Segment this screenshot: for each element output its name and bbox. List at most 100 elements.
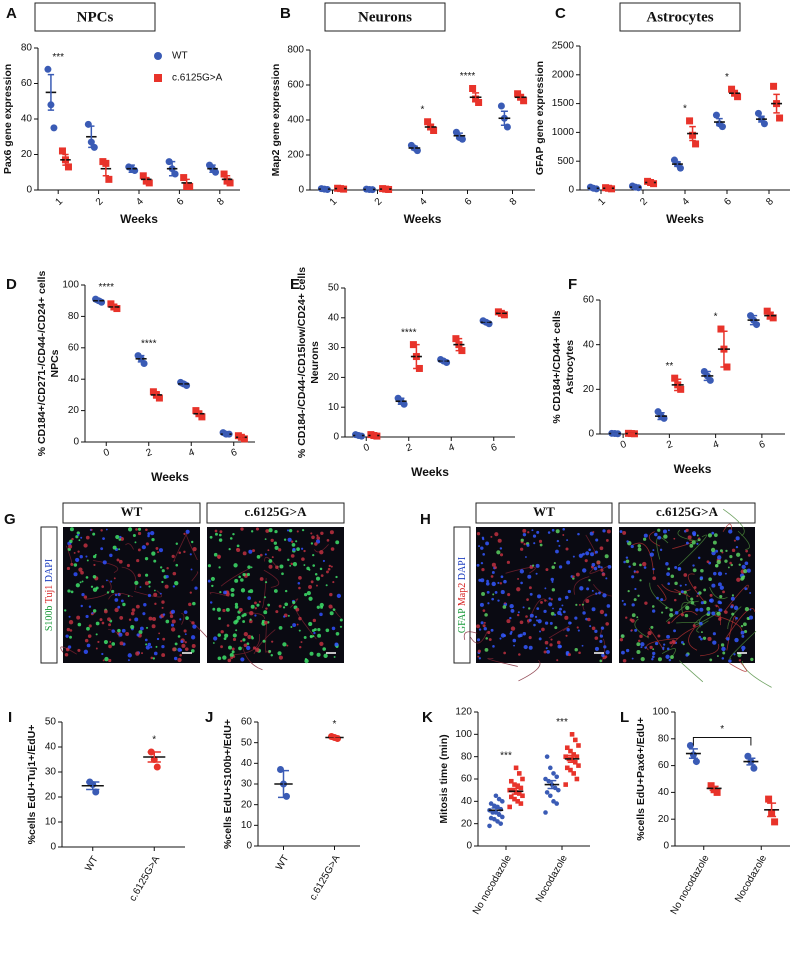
y-tick-label: 2500 [552, 41, 575, 52]
cell [90, 528, 93, 531]
cell [599, 546, 604, 551]
cell [159, 592, 162, 595]
cell [209, 535, 213, 539]
cell [477, 649, 481, 653]
data-point [510, 787, 516, 793]
cell [499, 553, 504, 557]
x-tick-label: No nocodazole [471, 853, 514, 917]
y-tick-label: 20 [583, 384, 595, 395]
cell [319, 567, 323, 571]
cell [487, 602, 490, 605]
x-axis-label: Weeks [120, 212, 158, 226]
cell [677, 567, 682, 571]
data-point [713, 788, 721, 796]
cell [179, 654, 182, 657]
y-tick-label: 30 [45, 767, 57, 778]
data-point [508, 794, 514, 800]
cell [95, 621, 100, 626]
cell [271, 556, 274, 559]
data-point [496, 796, 502, 802]
cell [230, 587, 235, 592]
cell [502, 605, 507, 609]
cell [68, 615, 71, 618]
cell [494, 591, 498, 594]
cell [159, 566, 163, 569]
cell [116, 558, 120, 562]
cell [512, 638, 517, 643]
cell [494, 566, 497, 569]
cell [175, 563, 179, 567]
cell [70, 562, 74, 566]
cell [639, 563, 642, 567]
data-point [413, 147, 421, 155]
cell [298, 575, 302, 580]
fiber [108, 592, 134, 600]
cell [255, 527, 259, 531]
cell [250, 604, 255, 609]
cell [725, 549, 728, 553]
cell [657, 657, 662, 662]
data-point [507, 804, 512, 810]
cell [639, 634, 643, 639]
cell [290, 540, 294, 543]
title-box [324, 2, 446, 32]
cell [516, 613, 520, 617]
cell [696, 595, 699, 598]
cell [663, 643, 666, 646]
y-tick-label: 100 [62, 280, 79, 291]
cell [109, 640, 112, 643]
fiber [108, 628, 120, 638]
data-point [750, 764, 758, 772]
cell [588, 579, 591, 582]
cell [226, 624, 230, 627]
cell [268, 650, 272, 653]
cell [604, 554, 609, 559]
cell [106, 579, 108, 582]
cell [572, 575, 575, 578]
data-point [145, 179, 153, 187]
cell [654, 532, 658, 537]
cell [287, 558, 290, 562]
cell [642, 561, 647, 567]
y-axis-label: % CD184+/CD271-/CD44-/CD24+ cells [36, 271, 48, 457]
error-bar [320, 188, 328, 191]
data-point [692, 758, 700, 766]
cell [311, 629, 315, 633]
cell [709, 599, 713, 603]
cell [744, 561, 749, 566]
x-tick-label: 1 [596, 196, 608, 208]
fiber [593, 584, 612, 597]
data-point [574, 754, 580, 759]
cell [304, 592, 308, 597]
cell [265, 607, 268, 610]
data-point [717, 325, 725, 333]
cell [492, 645, 495, 648]
error-bar [153, 391, 160, 399]
cell [491, 571, 495, 574]
x-tick-label: c.6125G>A [127, 854, 162, 903]
cell [533, 623, 536, 627]
cell [719, 601, 723, 605]
cell [517, 611, 520, 614]
cell [81, 580, 84, 583]
y-tick-label: 60 [21, 78, 33, 89]
cell [310, 580, 314, 584]
cell [185, 616, 189, 620]
cell [492, 593, 495, 596]
cell [314, 573, 318, 576]
cell [242, 551, 247, 556]
y-tick-label: 20 [68, 405, 80, 416]
cell [152, 617, 157, 622]
y-axis-label: %cells EdU+Pax6+/EdU+ [635, 717, 647, 840]
x-tick-label: 4 [418, 196, 430, 208]
cell [740, 630, 745, 635]
error-bar [382, 188, 390, 191]
cell [699, 607, 704, 612]
cell [73, 563, 78, 567]
cell [177, 647, 182, 652]
cell [112, 545, 117, 550]
cell [491, 562, 496, 567]
cell [240, 639, 243, 643]
cell [174, 581, 179, 586]
cell [154, 602, 157, 606]
